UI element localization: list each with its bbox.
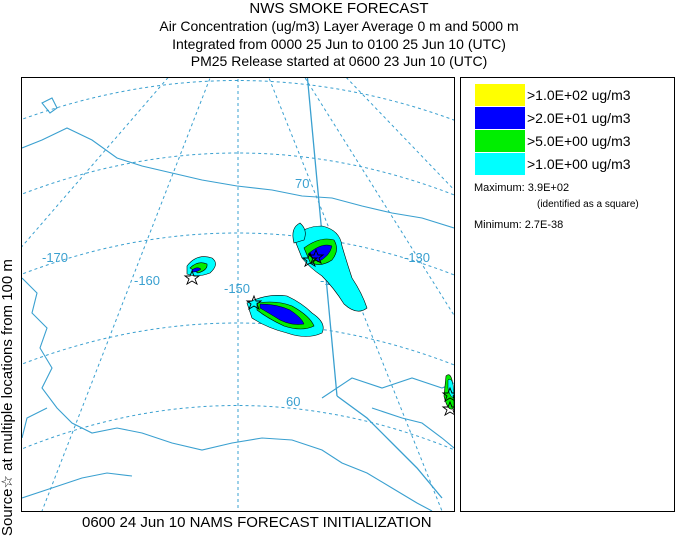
minimum-value: Minimum: 2.7E-38 [474, 219, 564, 231]
legend-swatch-yellow [475, 84, 525, 106]
source-star-icon [441, 386, 454, 403]
coastline [22, 97, 454, 511]
lat-label-70: 70 [295, 176, 309, 191]
source-star-icon [301, 251, 319, 268]
legend-swatch-cyan [475, 153, 525, 175]
source-location-label: Source☆ at multiple locations from 100 m [0, 259, 16, 536]
lon-label-150: -150 [224, 281, 250, 296]
legend-swatch-green [475, 130, 525, 152]
maximum-note: (identified as a square) [537, 199, 639, 210]
source-markers [183, 248, 454, 417]
release-start: PM25 Release started at 0600 23 Jun 10 (… [190, 53, 488, 69]
legend-swatch-blue [475, 107, 525, 129]
panhandle-border [336, 395, 443, 499]
maximum-value: Maximum: 3.9E+02 [474, 182, 570, 194]
concentration-legend: >1.0E+02 ug/m3 >2.0E+01 ug/m3 >5.0E+00 u… [460, 77, 675, 512]
legend-label-20: >2.0E+01 ug/m3 [527, 110, 631, 126]
lon-label-170: -170 [42, 250, 68, 265]
initialization-footer: 0600 24 Jun 10 NAMS FORECAST INITIALIZAT… [82, 514, 432, 531]
lat-label-60: 60 [286, 394, 300, 409]
plume-west [186, 256, 216, 277]
source-star-icon [245, 294, 263, 311]
source-star-icon [441, 400, 454, 417]
plume-central [246, 295, 324, 337]
latitude-lines [22, 80, 454, 451]
lon-label-130: -130 [404, 250, 430, 265]
legend-label-1: >1.0E+00 ug/m3 [527, 156, 631, 172]
map-canvas: 70 60 -170 -160 -150 -140 -130 [22, 78, 454, 511]
lon-label-160: -160 [134, 273, 160, 288]
source-star-icon [183, 269, 201, 286]
source-star-icon [307, 248, 325, 265]
legend-label-5: >5.0E+00 ug/m3 [527, 133, 631, 149]
legend-label-100: >1.0E+02 ug/m3 [527, 87, 631, 103]
plume-east [292, 222, 368, 312]
forecast-title: NWS SMOKE FORECAST [249, 0, 429, 17]
smoke-map: 70 60 -170 -160 -150 -140 -130 [21, 77, 455, 512]
concentration-subtitle: Air Concentration (ug/m3) Layer Average … [159, 18, 519, 34]
integration-period: Integrated from 0000 25 Jun to 0100 25 J… [172, 36, 506, 52]
